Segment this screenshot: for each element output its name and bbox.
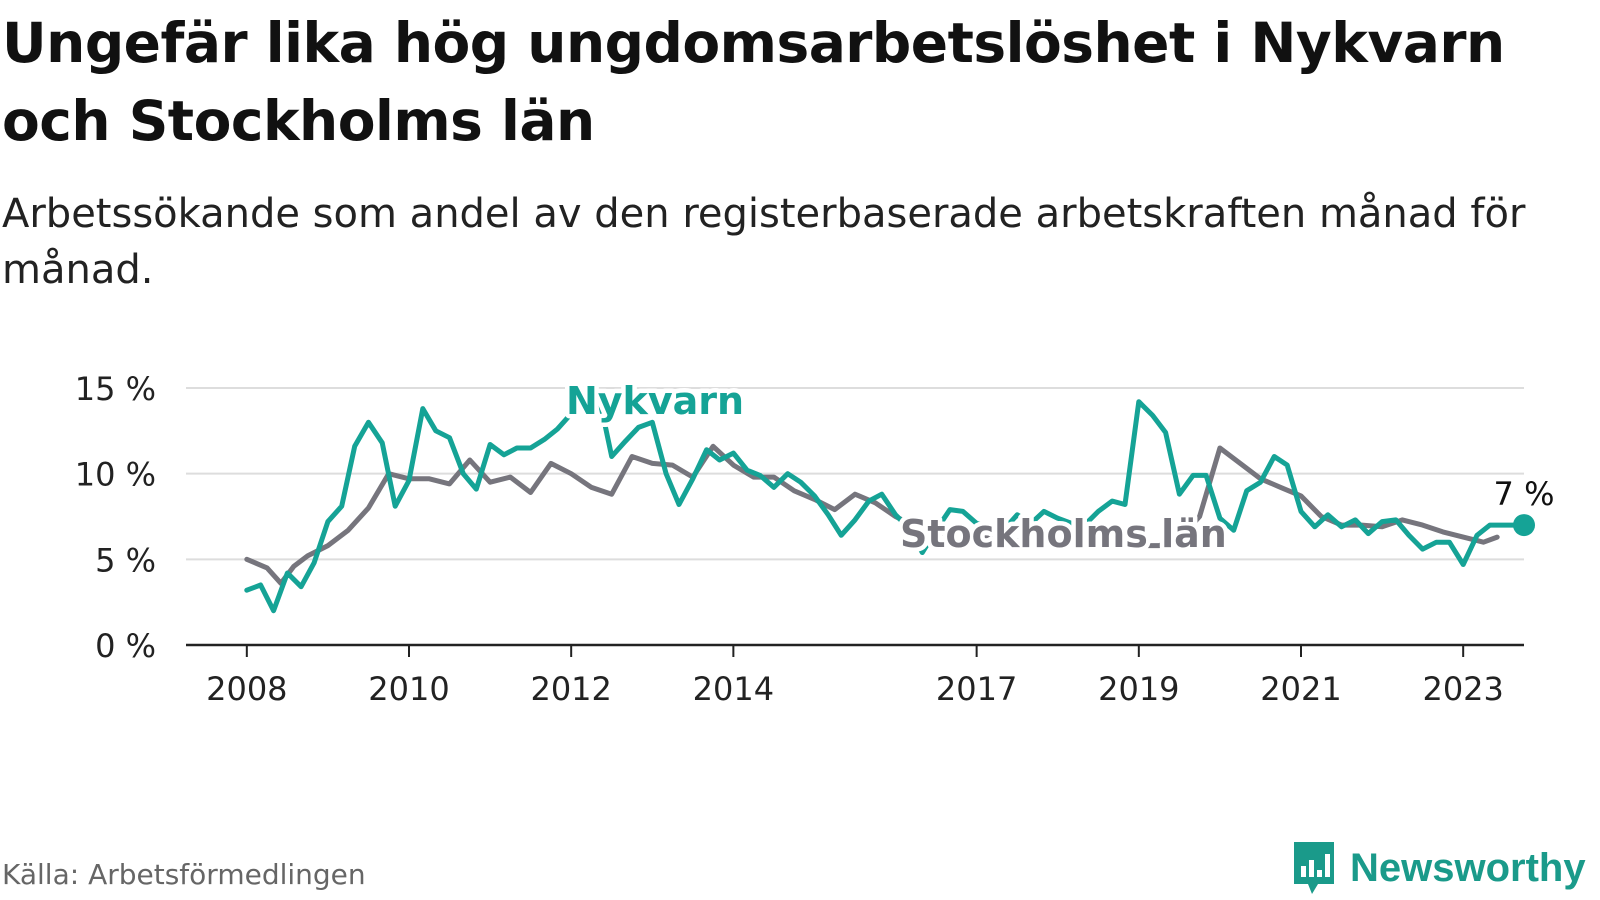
x-tick-label: 2012 (530, 670, 611, 708)
x-tick-label: 2021 (1260, 670, 1341, 708)
y-tick-label: 10 % (75, 456, 156, 494)
line-chart: 0 %5 %10 %15 % 2008 2010 2012 2014 2017 2019 2… (75, 370, 1558, 708)
x-tick-label: 2017 (936, 670, 1017, 708)
y-tick-label: 0 % (95, 627, 156, 665)
nykvarn-end-point (1513, 514, 1535, 537)
x-tick-label: 2010 (368, 670, 449, 708)
chart-title: Ungefär lika hög ungdomsarbetslöshet i N… (2, 11, 1505, 153)
series-labels: Nykvarn Stockholms län 7 % (561, 375, 1558, 561)
x-tick-label: 2014 (693, 670, 774, 708)
x-axis-ticks: 2008 2010 2012 2014 2017 2019 2021 2023 (186, 643, 1524, 708)
series-lines (244, 385, 1535, 614)
newsworthy-brand[interactable]: Newsworthy (1290, 840, 1586, 896)
x-tick-label: 2023 (1422, 670, 1503, 708)
end-value-label: 7 % (1494, 475, 1555, 513)
nykvarn-line (244, 385, 1527, 614)
x-tick-label: 2019 (1098, 670, 1179, 708)
source-note: Källa: Arbetsförmedlingen (2, 858, 366, 891)
x-tick-label: 2008 (206, 670, 287, 708)
y-tick-label: 5 % (95, 541, 156, 579)
nykvarn-label: Nykvarn (566, 379, 744, 423)
newsworthy-logo-icon (1294, 842, 1334, 894)
y-tick-label: 15 % (75, 370, 156, 408)
y-axis-ticks: 0 % 5 % 10 % 15 % (75, 370, 156, 665)
stockholm-label: Stockholms län (900, 512, 1227, 556)
brand-name: Newsworthy (1350, 845, 1586, 890)
stockholm-line (244, 443, 1500, 586)
chart-subtitle: Arbetssökande som andel av den registerb… (2, 191, 1526, 293)
